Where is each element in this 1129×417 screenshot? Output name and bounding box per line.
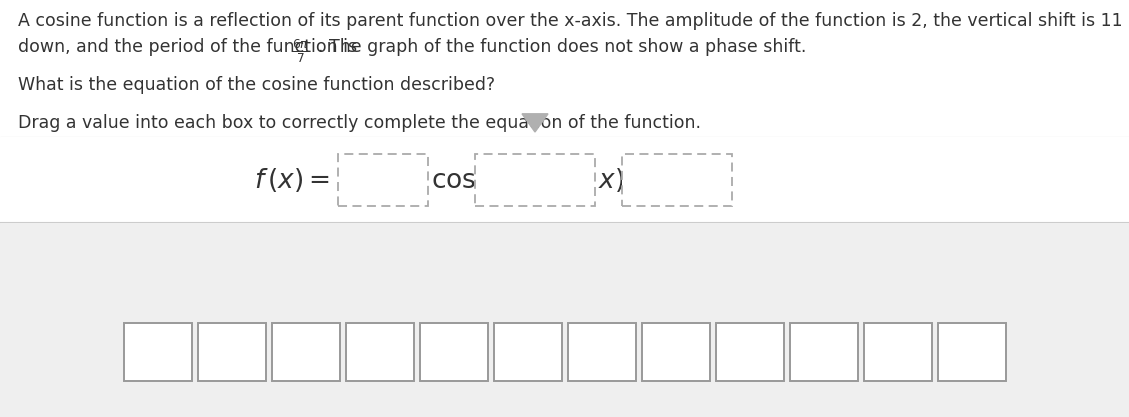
Text: $-2$: $-2$ bbox=[365, 343, 394, 361]
FancyBboxPatch shape bbox=[345, 323, 413, 381]
Text: $\frac{7}{3}$: $\frac{7}{3}$ bbox=[892, 334, 903, 369]
Bar bbox=[0, 0, 1129, 137]
FancyBboxPatch shape bbox=[493, 323, 561, 381]
Bar bbox=[0, 137, 1129, 222]
Text: . The graph of the function does not show a phase shift.: . The graph of the function does not sho… bbox=[318, 38, 806, 56]
Text: down, and the period of the function is: down, and the period of the function is bbox=[18, 38, 362, 56]
Text: $x)$: $x)$ bbox=[598, 166, 624, 194]
FancyBboxPatch shape bbox=[937, 323, 1006, 381]
FancyBboxPatch shape bbox=[716, 323, 784, 381]
FancyBboxPatch shape bbox=[864, 323, 931, 381]
Text: $-11$: $-11$ bbox=[211, 343, 252, 361]
Text: $11$: $11$ bbox=[589, 343, 614, 361]
FancyBboxPatch shape bbox=[789, 323, 858, 381]
FancyBboxPatch shape bbox=[568, 323, 636, 381]
Text: $2$: $2$ bbox=[447, 343, 460, 361]
Text: Drag a value into each box to correctly complete the equation of the function.: Drag a value into each box to correctly … bbox=[18, 114, 701, 132]
Text: $-9$: $-9$ bbox=[291, 343, 321, 361]
Text: $\frac{6\pi}{7}$: $\frac{6\pi}{7}$ bbox=[738, 334, 760, 369]
FancyBboxPatch shape bbox=[198, 323, 265, 381]
Text: $\frac{7\pi}{6}$: $\frac{7\pi}{6}$ bbox=[813, 334, 834, 369]
Text: $f\,(x) =$: $f\,(x) =$ bbox=[254, 166, 330, 194]
FancyBboxPatch shape bbox=[271, 323, 340, 381]
Text: $\frac{3}{7}$: $\frac{3}{7}$ bbox=[965, 334, 978, 369]
Text: $\frac{6\pi}{7}$: $\frac{6\pi}{7}$ bbox=[292, 37, 309, 65]
Polygon shape bbox=[522, 114, 548, 132]
FancyBboxPatch shape bbox=[622, 154, 732, 206]
Text: $-20$: $-20$ bbox=[137, 343, 178, 361]
Text: $\mathrm{cos}($: $\mathrm{cos}($ bbox=[431, 166, 485, 194]
FancyBboxPatch shape bbox=[641, 323, 709, 381]
Bar bbox=[0, 137, 1129, 222]
FancyBboxPatch shape bbox=[123, 323, 192, 381]
FancyBboxPatch shape bbox=[420, 323, 488, 381]
Text: $9$: $9$ bbox=[520, 343, 534, 361]
FancyBboxPatch shape bbox=[338, 154, 428, 206]
FancyBboxPatch shape bbox=[475, 154, 595, 206]
Bar bbox=[0, 137, 1129, 417]
Text: $20$: $20$ bbox=[663, 343, 689, 361]
Text: A cosine function is a reflection of its parent function over the x-axis. The am: A cosine function is a reflection of its… bbox=[18, 12, 1129, 30]
Text: What is the equation of the cosine function described?: What is the equation of the cosine funct… bbox=[18, 76, 496, 94]
